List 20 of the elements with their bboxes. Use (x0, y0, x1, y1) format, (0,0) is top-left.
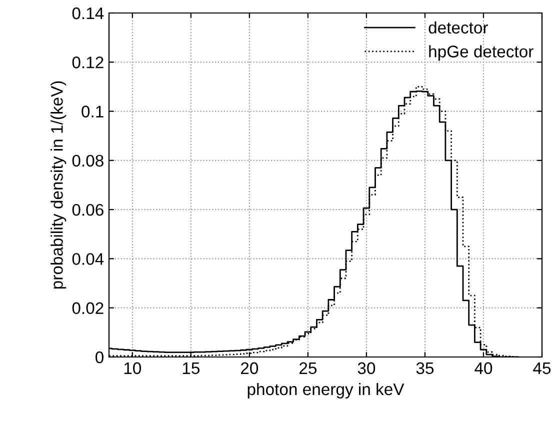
y-tick-label: 0.08 (72, 154, 104, 167)
y-tick-label: 0.04 (72, 253, 104, 265)
x-tick-label: 35 (416, 362, 434, 374)
x-tick-label: 20 (241, 362, 258, 374)
legend-label: hpGe detector (429, 45, 534, 61)
y-tick-label: 0.14 (72, 7, 104, 20)
x-tick-label: 30 (358, 362, 376, 374)
y-tick-label: 0.02 (72, 302, 104, 314)
y-tick-label: 0 (96, 351, 104, 364)
y-tick-label: 0.1 (82, 106, 104, 118)
x-tick-label: 10 (124, 362, 142, 374)
y-tick-label: 0.12 (72, 56, 104, 68)
x-tick-label: 15 (182, 362, 200, 374)
y-axis-title: probability density in 1/(keV) (50, 81, 66, 289)
x-tick-label: 40 (474, 362, 492, 374)
x-tick-label: 25 (300, 362, 317, 374)
y-tick-label: 0.06 (72, 204, 104, 216)
x-tick-label: 45 (533, 362, 551, 374)
legend-label: detector (428, 21, 488, 34)
x-axis-title: photon energy in keV (248, 382, 404, 398)
